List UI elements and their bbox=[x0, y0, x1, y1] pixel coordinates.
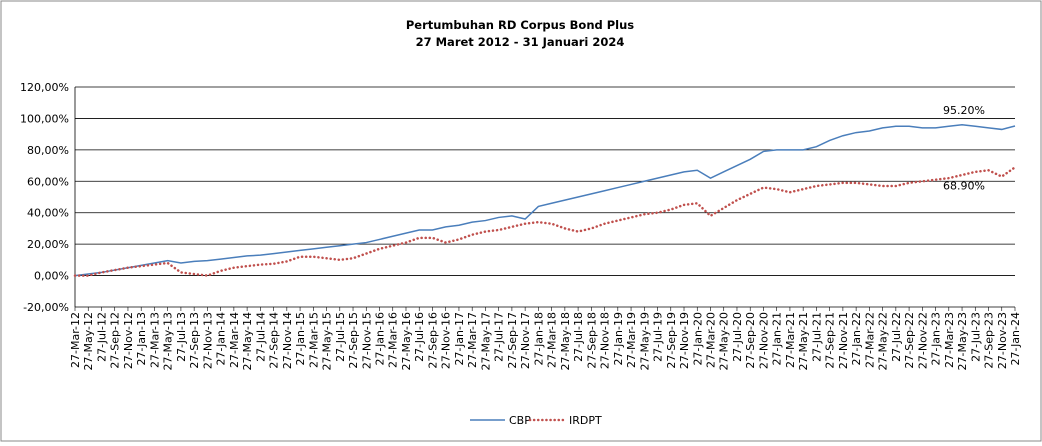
x-tick-label: 27-Jul-23 bbox=[969, 312, 982, 362]
x-tick-label: 27-Mar-13 bbox=[148, 312, 161, 368]
x-tick-label: 27-Mar-18 bbox=[546, 312, 559, 368]
x-tick-label: 27-Nov-12 bbox=[122, 312, 135, 369]
x-tick-label: 27-Mar-14 bbox=[228, 312, 241, 368]
x-tick-label: 27-Sep-23 bbox=[983, 312, 996, 369]
legend-label: CBP bbox=[509, 414, 531, 427]
x-tick-label: 27-Sep-20 bbox=[744, 312, 757, 369]
x-tick-label: 27-Jan-13 bbox=[135, 312, 148, 366]
x-tick-label: 27-Sep-15 bbox=[347, 312, 360, 369]
x-tick-label: 27-Mar-21 bbox=[784, 312, 797, 368]
x-tick-label: 27-Jul-21 bbox=[810, 312, 823, 362]
x-tick-label: 27-Jul-20 bbox=[731, 312, 744, 362]
x-tick-label: 27-Sep-13 bbox=[188, 312, 201, 369]
x-tick-label: 27-Sep-16 bbox=[426, 312, 439, 369]
y-tick-label: 80,00% bbox=[27, 144, 69, 157]
x-tick-label: 27-Jan-19 bbox=[612, 312, 625, 366]
x-tick-label: 27-May-23 bbox=[956, 312, 969, 370]
x-tick-label: 27-Nov-19 bbox=[678, 312, 691, 369]
x-tick-label: 27-Mar-19 bbox=[625, 312, 638, 368]
series-line bbox=[74, 123, 1016, 277]
x-tick-label: 27-Nov-20 bbox=[757, 312, 770, 369]
x-tick-label: 27-May-17 bbox=[479, 312, 492, 370]
x-tick-label: 27-Jan-17 bbox=[453, 312, 466, 366]
x-tick-label: 27-Jul-19 bbox=[652, 312, 665, 362]
x-tick-label: 27-Sep-18 bbox=[585, 312, 598, 369]
y-tick-label: -20,00% bbox=[23, 301, 69, 314]
x-tick-label: 27-Jul-13 bbox=[175, 312, 188, 362]
legend-label: IRDPT bbox=[569, 414, 602, 427]
x-tick-label: 27-Jan-18 bbox=[532, 312, 545, 366]
x-tick-label: 27-May-13 bbox=[162, 312, 175, 370]
x-tick-label: 27-Jul-12 bbox=[95, 312, 108, 362]
x-tick-label: 27-Nov-18 bbox=[599, 312, 612, 369]
x-tick-label: 27-Sep-17 bbox=[506, 312, 519, 369]
x-tick-label: 27-Sep-14 bbox=[268, 312, 281, 369]
x-tick-label: 27-Jul-16 bbox=[413, 312, 426, 362]
y-tick-label: 40,00% bbox=[27, 207, 69, 220]
x-tick-label: 27-Mar-12 bbox=[69, 312, 82, 368]
x-tick-label: 27-Mar-20 bbox=[704, 312, 717, 368]
x-tick-label: 27-May-20 bbox=[718, 312, 731, 370]
x-tick-label: 27-May-19 bbox=[638, 312, 651, 370]
x-tick-label: 27-Mar-15 bbox=[307, 312, 320, 368]
x-tick-label: 27-Nov-14 bbox=[281, 312, 294, 369]
x-tick-label: 27-Jan-21 bbox=[771, 312, 784, 366]
x-tick-label: 27-Mar-23 bbox=[943, 312, 956, 368]
x-tick-label: 27-Jul-22 bbox=[890, 312, 903, 362]
x-tick-label: 27-May-22 bbox=[877, 312, 890, 370]
x-tick-label: 27-May-15 bbox=[321, 312, 334, 370]
x-tick-label: 27-Jul-15 bbox=[334, 312, 347, 362]
chart-subtitle: 27 Maret 2012 - 31 Januari 2024 bbox=[416, 35, 625, 49]
x-tick-label: 27-Nov-21 bbox=[837, 312, 850, 369]
x-tick-label: 27-May-16 bbox=[400, 312, 413, 370]
x-tick-label: 27-Nov-13 bbox=[201, 312, 214, 369]
data-label: 68.90% bbox=[943, 179, 985, 192]
y-tick-label: 60,00% bbox=[27, 175, 69, 188]
x-tick-label: 27-Jan-16 bbox=[374, 312, 387, 366]
x-tick-label: 27-Sep-19 bbox=[665, 312, 678, 369]
x-tick-label: 27-Nov-15 bbox=[360, 312, 373, 369]
data-label: 95.20% bbox=[943, 104, 985, 117]
x-tick-label: 27-May-12 bbox=[82, 312, 95, 370]
x-tick-label: 27-Sep-21 bbox=[824, 312, 837, 369]
y-tick-label: 0,00% bbox=[34, 270, 69, 283]
x-tick-label: 27-Nov-22 bbox=[916, 312, 929, 369]
x-tick-label: 27-May-14 bbox=[241, 312, 254, 370]
x-tick-label: 27-Jul-18 bbox=[572, 312, 585, 362]
x-tick-label: 27-Sep-22 bbox=[903, 312, 916, 369]
x-tick-label: 27-Jul-17 bbox=[493, 312, 506, 362]
y-tick-label: 100,00% bbox=[20, 112, 69, 125]
x-tick-label: 27-Jan-15 bbox=[294, 312, 307, 366]
x-tick-label: 27-Mar-16 bbox=[387, 312, 400, 368]
x-tick-label: 27-May-18 bbox=[559, 312, 572, 370]
x-tick-label: 27-Jan-14 bbox=[215, 312, 228, 366]
series-line bbox=[73, 166, 1017, 277]
x-tick-label: 27-Mar-22 bbox=[863, 312, 876, 368]
x-tick-label: 27-Mar-17 bbox=[466, 312, 479, 368]
x-tick-label: 27-Jul-14 bbox=[254, 312, 267, 362]
x-tick-label: 27-Jan-23 bbox=[930, 312, 943, 366]
y-tick-label: 120,00% bbox=[20, 81, 69, 94]
x-tick-label: 27-Jan-22 bbox=[850, 312, 863, 366]
y-tick-label: 20,00% bbox=[27, 238, 69, 251]
x-tick-label: 27-Sep-12 bbox=[109, 312, 122, 369]
chart-title: Pertumbuhan RD Corpus Bond Plus bbox=[406, 18, 634, 32]
x-tick-label: 27-Jan-24 bbox=[1009, 312, 1022, 366]
x-tick-label: 27-Nov-16 bbox=[440, 312, 453, 369]
x-tick-label: 27-Nov-23 bbox=[996, 312, 1009, 369]
x-tick-label: 27-Jan-20 bbox=[691, 312, 704, 366]
x-tick-label: 27-May-21 bbox=[797, 312, 810, 370]
x-tick-label: 27-Nov-17 bbox=[519, 312, 532, 369]
